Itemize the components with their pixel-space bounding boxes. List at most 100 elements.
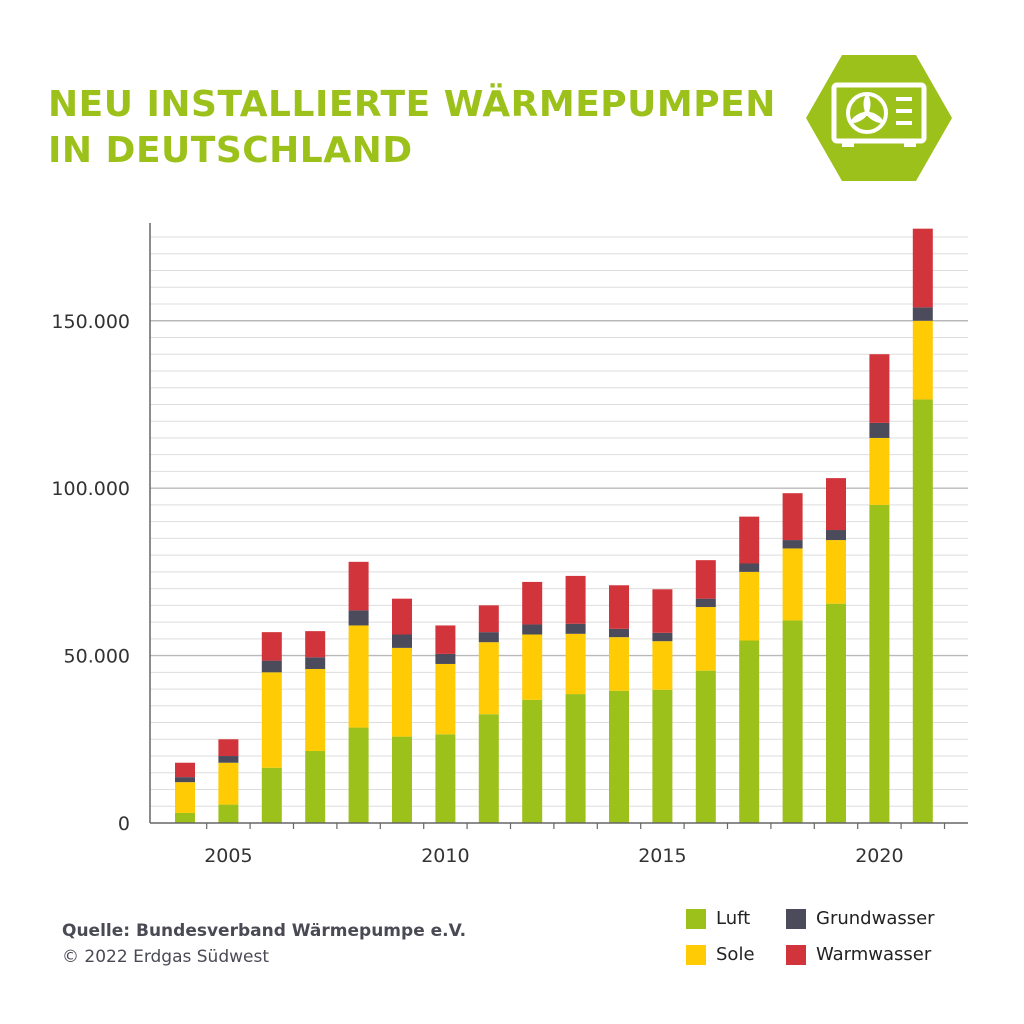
bar-segment-grundwasser-2018: [782, 540, 803, 549]
x-tick-label: 2015: [638, 845, 686, 867]
bar-segment-luft-2008: [348, 727, 369, 823]
bar-segment-sole-2012: [522, 634, 543, 700]
bar-segment-luft-2012: [522, 699, 543, 823]
bar-segment-luft-2006: [261, 767, 282, 823]
bar-segment-warmwasser-2007: [305, 631, 326, 658]
source-label: Quelle: Bundesverband Wärmepumpe e.V.: [62, 921, 467, 941]
bar-segment-luft-2021: [912, 399, 933, 823]
bar-segment-warmwasser-2018: [782, 493, 803, 541]
bar-segment-luft-2019: [826, 603, 846, 823]
bar-segment-sole-2021: [912, 320, 933, 400]
chart-title-line1: NEU INSTALLIERTE WÄRMEPUMPEN: [48, 84, 776, 125]
bar-segment-warmwasser-2006: [261, 632, 282, 661]
bar-segment-sole-2013: [565, 633, 586, 695]
bar-segment-grundwasser-2019: [826, 530, 846, 541]
bar-segment-luft-2017: [739, 640, 760, 823]
y-tick-label: 50.000: [64, 646, 130, 668]
legend-swatch-grundwasser: [786, 908, 806, 929]
legend-item-sole: Sole: [686, 944, 755, 965]
bar-segment-grundwasser-2011: [478, 632, 499, 643]
bar-segment-warmwasser-2012: [522, 581, 543, 625]
bar-segment-warmwasser-2019: [826, 478, 846, 531]
y-tick-label: 100.000: [51, 478, 130, 500]
bar-segment-warmwasser-2021: [912, 228, 933, 308]
x-tick-label: 2020: [855, 845, 903, 867]
bar-segment-grundwasser-2009: [392, 634, 412, 648]
legend-item-warmwasser: Warmwasser: [786, 944, 931, 965]
legend-label-warmwasser: Warmwasser: [816, 944, 932, 965]
bar-segment-grundwasser-2006: [261, 660, 282, 673]
bar-segment-sole-2008: [348, 625, 369, 728]
bar-segment-luft-2010: [435, 734, 456, 823]
legend-item-luft: Luft: [686, 908, 750, 929]
bar-segment-warmwasser-2017: [739, 516, 760, 564]
chart-title: NEU INSTALLIERTE WÄRMEPUMPEN IN DEUTSCHL…: [48, 82, 776, 174]
bar-segment-grundwasser-2017: [739, 563, 760, 572]
bar-segment-sole-2018: [782, 548, 803, 621]
y-tick-label: 150.000: [51, 311, 130, 333]
bar-segment-luft-2016: [695, 670, 716, 823]
bar-segment-warmwasser-2011: [478, 605, 499, 633]
x-tick-labels: 2005 2010 2015 2020: [204, 845, 903, 867]
bar-segment-luft-2004: [175, 812, 195, 823]
y-tick-labels: 0 50.000 100.000 150.000: [51, 311, 130, 835]
bar-segment-luft-2007: [305, 751, 326, 823]
bar-segment-luft-2020: [869, 504, 890, 823]
bar-segment-warmwasser-2009: [392, 598, 412, 635]
bar-segment-warmwasser-2013: [565, 575, 586, 624]
bar-segment-grundwasser-2004: [175, 777, 195, 783]
legend-label-sole: Sole: [716, 944, 755, 965]
bar-segment-luft-2018: [782, 620, 803, 823]
bar-segment-grundwasser-2007: [305, 657, 326, 669]
y-tick-label: 0: [118, 813, 130, 835]
bar-segment-sole-2016: [695, 607, 716, 671]
bar-segment-sole-2009: [392, 647, 412, 737]
bar-segment-warmwasser-2005: [218, 739, 239, 757]
bar-segment-grundwasser-2020: [869, 422, 890, 438]
bar-segment-luft-2009: [392, 736, 412, 823]
bar-segment-grundwasser-2005: [218, 756, 239, 763]
legend-swatch-sole: [686, 944, 706, 965]
bar-segment-sole-2005: [218, 762, 239, 805]
bar-segment-luft-2013: [565, 694, 586, 823]
bar-segment-warmwasser-2008: [348, 561, 369, 611]
bar-segment-grundwasser-2014: [609, 628, 629, 638]
bar-segment-luft-2011: [478, 714, 499, 823]
legend-label-luft: Luft: [716, 908, 751, 929]
copyright-label: © 2022 Erdgas Südwest: [62, 947, 270, 967]
axes: [149, 223, 968, 829]
legend-item-grundwasser: Grundwasser: [786, 908, 935, 929]
bar-segment-sole-2020: [869, 437, 890, 505]
bar-segment-warmwasser-2015: [652, 589, 673, 633]
bar-segment-grundwasser-2012: [522, 624, 543, 635]
bars: [175, 228, 933, 823]
bar-segment-grundwasser-2021: [912, 307, 933, 321]
bar-segment-grundwasser-2008: [348, 610, 369, 626]
bar-segment-sole-2015: [652, 641, 673, 690]
bar-segment-warmwasser-2014: [609, 585, 629, 629]
bar-segment-sole-2019: [826, 540, 846, 604]
x-tick-label: 2010: [421, 845, 469, 867]
bar-segment-sole-2017: [739, 571, 760, 641]
bar-segment-luft-2005: [218, 804, 239, 823]
bar-segment-sole-2006: [261, 672, 282, 768]
source-note: Quelle: Bundesverband Wärmepumpe e.V. © …: [62, 918, 466, 970]
bar-segment-grundwasser-2016: [695, 598, 716, 608]
bar-segment-luft-2014: [609, 690, 629, 823]
bar-segment-sole-2014: [609, 637, 629, 691]
bar-segment-grundwasser-2015: [652, 632, 673, 642]
chart-title-line2: IN DEUTSCHLAND: [48, 130, 413, 171]
legend-swatch-luft: [686, 908, 706, 929]
bar-segment-warmwasser-2016: [695, 560, 716, 599]
bar-segment-sole-2004: [175, 782, 195, 813]
bar-segment-sole-2007: [305, 668, 326, 752]
legend-swatch-warmwasser: [786, 944, 806, 965]
bar-segment-warmwasser-2004: [175, 762, 195, 778]
bar-segment-luft-2015: [652, 689, 673, 823]
bar-segment-warmwasser-2020: [869, 354, 890, 423]
bar-segment-grundwasser-2010: [435, 653, 456, 664]
grid-lines: [150, 236, 968, 807]
bar-segment-warmwasser-2010: [435, 625, 456, 654]
legend-label-grundwasser: Grundwasser: [816, 908, 935, 929]
